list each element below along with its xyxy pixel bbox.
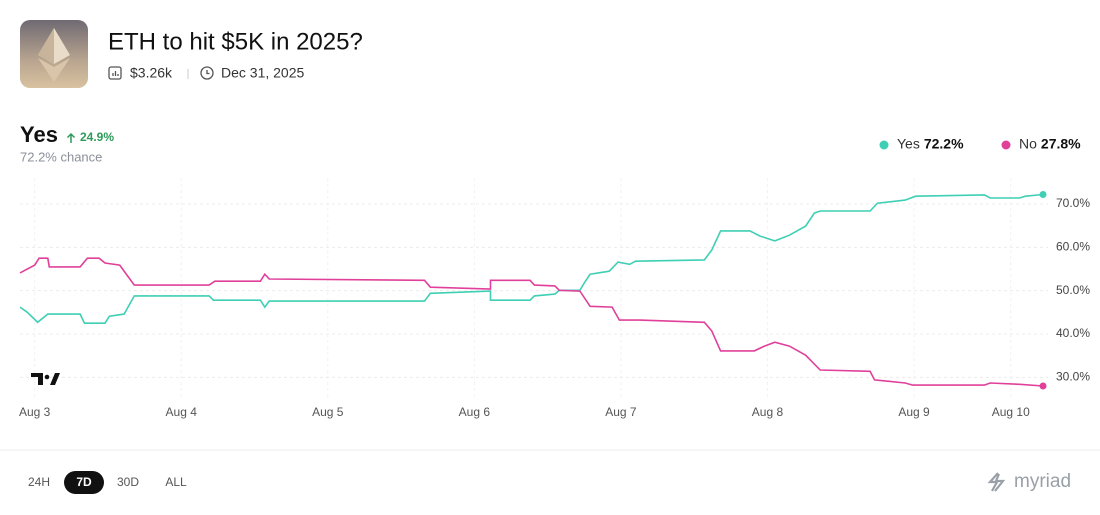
x-tick-label: Aug 4 xyxy=(166,405,198,419)
series-line xyxy=(19,193,1044,324)
x-tick-label: Aug 3 xyxy=(19,405,51,419)
range-tab[interactable]: 30D xyxy=(117,475,139,489)
x-tick-label: Aug 8 xyxy=(752,405,784,419)
plot: 30.0% 40.0% 50.0% 60.0% 70.0% Aug 3 Aug 4 Aug 5… xyxy=(19,178,1090,419)
market-title: ETH to hit $5K in 2025? xyxy=(108,28,363,55)
brand-logo xyxy=(987,472,1006,492)
legend-swatch xyxy=(879,140,889,150)
legend-value: 72.2% xyxy=(924,136,964,152)
end-date: Dec 31, 2025 xyxy=(221,65,304,81)
x-tick-label: Aug 5 xyxy=(312,405,344,419)
clock-icon xyxy=(200,66,214,80)
y-tick-label: 70.0% xyxy=(1056,196,1090,210)
x-tick-label: Aug 9 xyxy=(898,405,930,419)
range-tab[interactable]: 7D xyxy=(76,475,92,489)
outcome-chance: 72.2% chance xyxy=(20,149,102,164)
legend-label: No xyxy=(1019,136,1037,152)
x-tick-label: Aug 6 xyxy=(459,405,491,419)
market-icon xyxy=(20,20,88,88)
series-line xyxy=(19,257,1044,387)
range-tab[interactable]: ALL xyxy=(165,475,187,489)
legend-value: 27.8% xyxy=(1041,136,1081,152)
y-tick-label: 60.0% xyxy=(1056,240,1090,254)
tradingview-logo xyxy=(31,373,60,385)
tab-active-bg xyxy=(64,471,104,494)
y-tick-label: 40.0% xyxy=(1056,326,1090,340)
brand: myriad xyxy=(1014,471,1071,492)
legend-label: Yes xyxy=(897,136,920,152)
range-tabs: 24H 7D 30D ALL xyxy=(28,471,187,494)
y-tick-label: 50.0% xyxy=(1056,283,1090,297)
legend: Yes 72.2% No 27.8% xyxy=(879,136,1081,152)
volume-icon xyxy=(108,66,122,80)
legend-swatch xyxy=(1001,140,1011,150)
up-arrow xyxy=(66,132,76,143)
y-tick-label: 30.0% xyxy=(1056,370,1090,384)
volume: $3.26k xyxy=(130,65,173,81)
x-tick-label: Aug 7 xyxy=(605,405,637,419)
outcome-change: 24.9% xyxy=(80,130,114,144)
range-tab[interactable]: 24H xyxy=(28,475,50,489)
outcome-name: Yes xyxy=(20,122,58,147)
x-tick-label: Aug 10 xyxy=(992,405,1030,419)
end-dot xyxy=(1039,382,1047,390)
end-dot xyxy=(1039,190,1047,198)
